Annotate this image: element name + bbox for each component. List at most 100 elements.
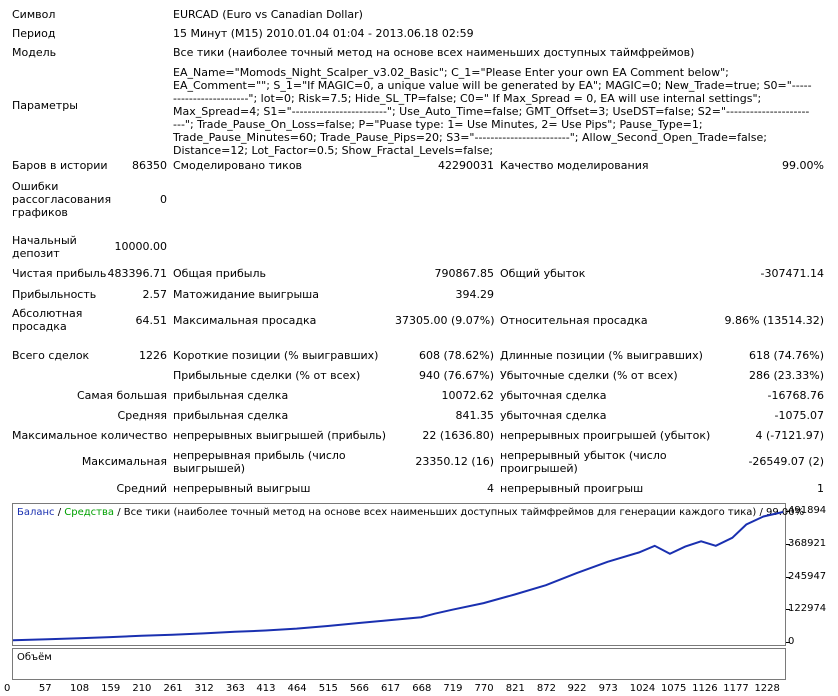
x-tick-label: 515 [318,683,338,694]
symbol-value: EURCAD (Euro vs Canadian Dollar) [173,8,363,21]
long-label: Длинные позиции (% выигравших) [500,349,703,362]
maximal-profit-value: 23350.12 (16) [415,455,494,468]
x-tick-label: 159 [101,683,121,694]
avg-consec-wins-value: 4 [487,482,494,495]
x-tick-label: 922 [567,683,587,694]
x-tick-label: 210 [132,683,152,694]
y-tick-mark [786,609,790,611]
bars-label: Баров в истории [12,159,108,172]
net-profit-label: Чистая прибыль [12,267,107,280]
rel-dd-label: Относительная просадка [500,314,648,327]
x-tick-label: 566 [349,683,369,694]
period-label: Период [12,27,56,40]
params-value: EA_Name="Momods_Night_Scalper_v3.02_Basi… [173,66,812,157]
y-tick-mark [786,576,790,578]
expected-payoff-label: Матожидание выигрыша [173,288,319,301]
gross-loss-value: -307471.14 [760,267,824,280]
params-label: Параметры [12,99,78,112]
x-tick-label: 57 [38,683,52,694]
max-consec-losses-label: непрерывных проигрышей (убыток) [500,429,711,442]
x-tick-label: 108 [70,683,90,694]
largest-loss-value: -16768.76 [767,389,824,402]
x-tick-label: 261 [163,683,183,694]
x-tick-label: 821 [505,683,525,694]
x-tick-label: 1075 [660,683,687,694]
average-profit-value: 841.35 [455,409,495,422]
largest-loss-label: убыточная сделка [500,389,607,402]
y-tick-label: 0 [788,636,795,647]
max-consec-wins-label: непрерывных выигрышей (прибыль) [173,429,387,442]
y-tick-mark [786,511,790,512]
loss-trades-label: Убыточные сделки (% от всех) [500,369,678,382]
gross-profit-label: Общая прибыль [173,267,266,280]
max-consec-wins-value: 22 (1636.80) [422,429,494,442]
x-tick-label: 312 [194,683,214,694]
x-tick-label: 617 [381,683,401,694]
maximal-loss-label: непрерывный убыток (число проигрышей) [500,449,667,475]
balance-chart: Баланс / Средства / Все тики (наиболее т… [12,503,804,646]
y-tick-label: 245947 [788,570,827,582]
symbol-label: Символ [12,8,56,21]
x-tick-label: 668 [412,683,432,694]
volume-panel: Объём [12,648,786,680]
max-count-label: Максимальное количество [12,429,168,442]
x-tick-label: 1228 [754,683,780,694]
long-value: 618 (74.76%) [748,349,824,362]
series-line-balance [13,511,784,642]
x-tick-label: 719 [443,683,463,694]
maximal-loss-value: -26549.07 (2) [748,455,824,468]
total-trades-label: Всего сделок [12,349,90,362]
largest-profit-value: 10072.62 [441,389,495,402]
balance-chart-plot [13,511,784,642]
y-tick-label: 491894 [788,505,827,516]
x-tick-label: 1177 [723,683,749,694]
x-tick-label: 770 [474,683,494,694]
average-loss-value: -1075.07 [774,409,824,422]
x-tick-label: 413 [256,683,276,694]
short-value: 608 (78.62%) [418,349,494,362]
average-loss-label: убыточная сделка [500,409,607,422]
period-value: 15 Минут (M15) 2010.01.04 01:04 - 2013.0… [173,27,474,40]
y-axis: 0 122974 245947 368921 491894 [786,503,838,648]
volume-label: Объём [17,652,52,663]
short-label: Короткие позиции (% выигравших) [173,349,379,362]
max-dd-value: 37305.00 (9.07%) [395,314,495,327]
deposit-label: Начальный депозит [12,234,77,260]
expected-payoff-value: 394.29 [455,288,495,301]
ticks-value: 42290031 [438,159,494,172]
legend-equity: Средства [64,507,115,518]
model-value: Все тики (наиболее точный метод на основ… [173,46,695,59]
avg-consec-losses-value: 1 [817,482,824,495]
legend-model-text: / Все тики (наиболее точный метод на осн… [114,507,805,518]
deposit-value: 10000.00 [114,240,168,253]
average-profit-label: прибыльная сделка [173,409,289,422]
chart-legend: Баланс / Средства / Все тики (наиболее т… [17,507,804,518]
quality-label: Качество моделирования [500,159,649,172]
x-tick-label: 872 [536,683,556,694]
x-axis: 0 57 108 159 210 261 312 363 413 464 515 566 617 668 7… [0,681,838,696]
abs-dd-label: Абсолютная просадка [12,307,83,333]
largest-label: Самая большая [76,389,167,402]
x-tick-label: 1024 [629,683,656,694]
model-label: Модель [12,46,57,59]
y-tick-label: 368921 [788,537,827,549]
max-consec-losses-value: 4 (-7121.97) [755,429,824,442]
total-trades-value: 1226 [139,349,167,362]
x-tick-label: 0 [4,683,11,694]
average-label: Средняя [117,409,167,422]
profit-factor-value: 2.57 [142,288,168,301]
rel-dd-value: 9.86% (13514.32) [724,314,824,327]
abs-dd-value: 64.51 [135,314,168,327]
maximal-profit-label: непрерывная прибыль (число выигрышей) [173,449,346,475]
y-tick-label: 122974 [788,603,827,615]
ticks-label: Смоделировано тиков [173,159,303,172]
net-profit-value: 483396.71 [107,267,168,280]
x-tick-label: 1126 [692,683,718,694]
y-tick-mark [786,543,790,545]
avg-consec-label: Средний [116,482,167,495]
errors-value: 0 [160,193,167,206]
profit-trades-label: Прибыльные сделки (% от всех) [173,369,361,382]
x-tick-label: 363 [225,683,245,694]
quality-value: 99.00% [782,159,824,172]
y-tick-mark [786,642,790,643]
